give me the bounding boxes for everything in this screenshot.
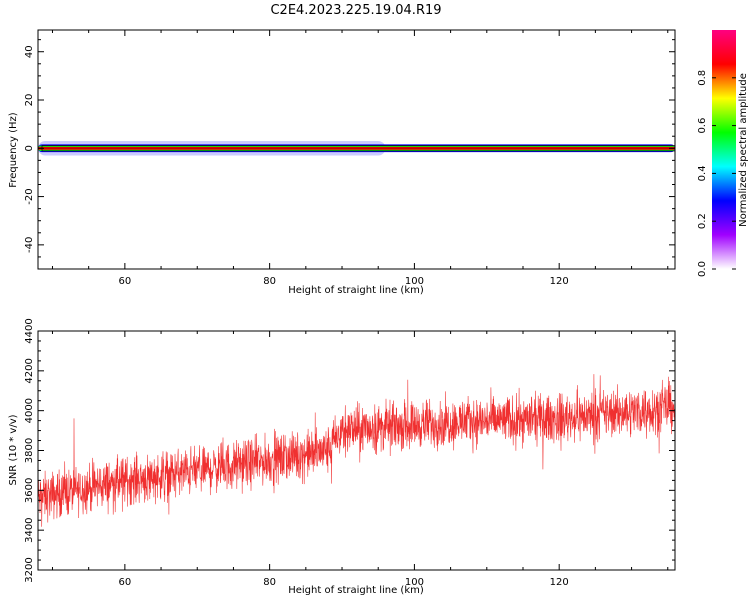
x-tick-label: 80: [263, 276, 276, 287]
x-tick-label: 60: [118, 276, 131, 287]
colorbar-tick-label: 0.4: [697, 165, 708, 181]
figure-title: C2E4.2023.225.19.04.R19: [270, 3, 441, 18]
snr-x-label: Height of straight line (km): [288, 585, 424, 596]
y-tick-label: 3600: [24, 478, 35, 503]
snr-panel: 60 80 100 120 3200340036003800400042004400 …: [8, 318, 676, 596]
x-tick-label: 80: [263, 577, 276, 588]
x-tick-label: 120: [550, 276, 569, 287]
y-tick-label: 4200: [24, 358, 35, 383]
y-tick-label: 4000: [24, 398, 35, 423]
y-tick-label: 3800: [24, 438, 35, 463]
colorbar-tick-label: 0.6: [697, 118, 708, 134]
y-tick-label: 3400: [24, 517, 35, 542]
x-tick-label: 60: [118, 577, 131, 588]
colorbar-ticks: 0.0 0.2 0.4 0.6 0.8: [697, 70, 736, 277]
spectrogram-frame: [37, 29, 676, 270]
y-tick-label: 40: [24, 45, 35, 58]
spectrogram-x-ticks: 60 80 100 120: [51, 30, 669, 287]
y-tick-label: 3200: [24, 557, 35, 582]
y-tick-label: -40: [24, 237, 35, 253]
snr-series-line: [38, 374, 675, 527]
colorbar-tick-label: 0.0: [697, 261, 708, 277]
x-tick-label: 100: [405, 577, 424, 588]
y-tick-label: 0: [24, 145, 35, 151]
snr-y-label: SNR (10 * v/v): [8, 414, 19, 485]
colorbar: 0.0 0.2 0.4 0.6 0.8 Normalized spectral ampl…: [697, 30, 749, 277]
spectrogram-panel: 60 80 100 120 -40 -20 0 20 40 Height of straigh…: [8, 29, 676, 296]
snr-y-ticks: 3200 3400 3600 3800 4000 4200 4400: [24, 318, 675, 583]
spectrogram-y-ticks: -40 -20 0 20 40: [24, 39, 675, 270]
x-tick-label: 120: [550, 577, 569, 588]
spectrogram-y-label: Frequency (Hz): [8, 112, 19, 188]
colorbar-label: Normalized spectral amplitude: [738, 73, 749, 227]
x-tick-label: 100: [405, 276, 424, 287]
snr-frame: [37, 330, 676, 571]
y-tick-label: 20: [24, 94, 35, 107]
colorbar-tick-label: 0.8: [697, 70, 708, 86]
colorbar-tick-label: 0.2: [697, 213, 708, 229]
spectrogram-x-label: Height of straight line (km): [288, 285, 424, 296]
spectrogram-bands: [38, 141, 676, 156]
y-tick-label: -20: [24, 188, 35, 204]
y-tick-label: 4400: [24, 318, 35, 343]
snr-x-ticks: 60 80 100 120: [51, 331, 669, 588]
colorbar-gradient: [712, 30, 736, 269]
